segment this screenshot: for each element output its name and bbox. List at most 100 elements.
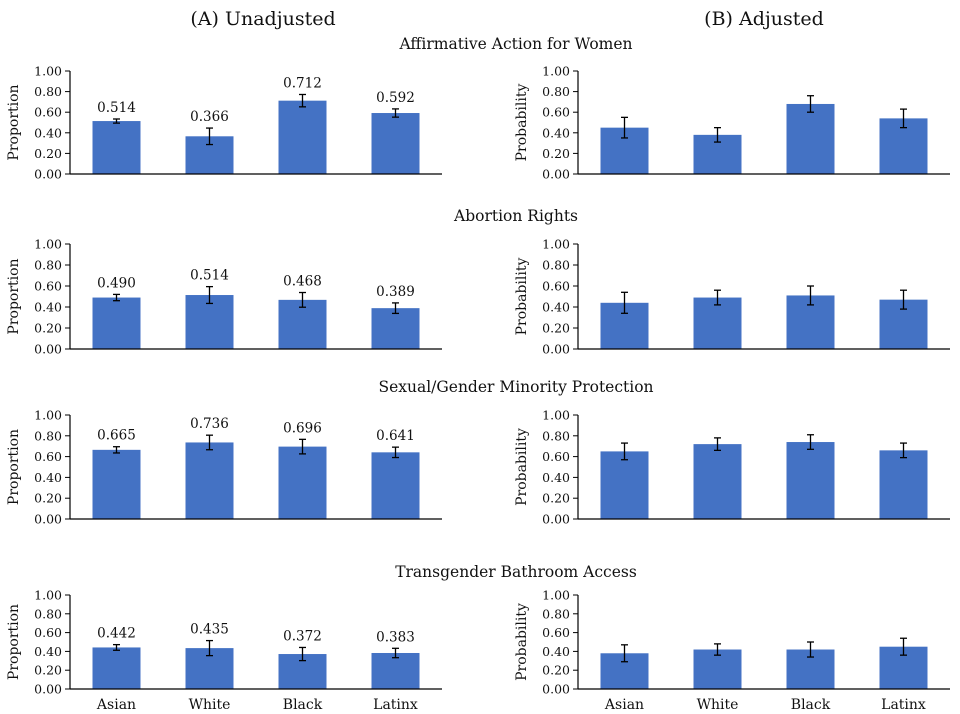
bar-black	[786, 442, 835, 519]
y-tick-label: 0.20	[542, 663, 570, 678]
y-tick-label: 0.60	[34, 449, 62, 464]
data-label: 0.468	[283, 274, 322, 290]
data-label: 0.383	[376, 629, 415, 645]
y-tick-label: 0.80	[542, 84, 570, 99]
bar-latinx	[371, 452, 420, 519]
x-tick-label: White	[189, 697, 231, 713]
chart-unadjusted-3: Proportion 0.00 0.20 0.40 0.60 0.80 1.00 0.665 0…	[6, 408, 442, 527]
bar-latinx	[371, 113, 420, 174]
data-label: 0.665	[97, 428, 136, 444]
y-axis-label: Proportion	[6, 84, 22, 160]
chart-adjusted-1: Probability 0.00 0.20 0.40 0.60 0.80 1.00	[514, 64, 950, 182]
row-title-sgm-protection: Sexual/Gender Minority Protection	[378, 378, 653, 396]
x-tick-label: Asian	[96, 697, 136, 713]
panel-title-adjusted: (B) Adjusted	[704, 8, 824, 30]
x-tick-label: Latinx	[881, 697, 926, 713]
y-axis-label: Probability	[514, 84, 530, 162]
bar-latinx	[371, 652, 420, 689]
y-tick-label: 0.80	[34, 258, 62, 273]
y-tick-label: 0.00	[34, 512, 62, 527]
y-tick-label: 0.80	[542, 258, 570, 273]
y-tick-label: 1.00	[34, 588, 62, 603]
chart-unadjusted-4: Proportion 0.00 0.20 0.40 0.60 0.80 1.00 0.442 A…	[6, 588, 442, 713]
y-tick-label: 0.40	[542, 470, 570, 485]
bar-white	[693, 649, 742, 689]
y-axis-label: Proportion	[6, 604, 22, 680]
y-tick-label: 0.40	[542, 300, 570, 315]
y-tick-label: 1.00	[542, 408, 570, 423]
y-tick-label: 1.00	[34, 64, 62, 79]
chart-adjusted-2: Probability 0.00 0.20 0.40 0.60 0.80 1.00	[514, 237, 950, 357]
bar-latinx	[371, 308, 420, 349]
y-tick-label: 0.00	[34, 682, 62, 697]
data-label: 0.696	[283, 420, 322, 436]
y-tick-label: 0.40	[542, 644, 570, 659]
data-label: 0.712	[283, 75, 322, 91]
y-tick-label: 0.20	[34, 663, 62, 678]
y-tick-label: 0.80	[34, 428, 62, 443]
panel-title-unadjusted: (A) Unadjusted	[190, 8, 335, 30]
y-tick-label: 0.00	[542, 342, 570, 357]
row-title-abortion-rights: Abortion Rights	[453, 207, 578, 225]
bar-white	[693, 444, 742, 519]
y-tick-label: 0.60	[34, 105, 62, 120]
y-tick-label: 0.00	[34, 342, 62, 357]
y-tick-label: 1.00	[34, 408, 62, 423]
y-tick-label: 0.60	[542, 449, 570, 464]
y-tick-label: 0.20	[542, 321, 570, 336]
y-tick-label: 0.60	[34, 279, 62, 294]
y-tick-label: 1.00	[542, 64, 570, 79]
bar-asian	[92, 297, 141, 349]
data-label: 0.592	[376, 90, 415, 106]
row-title-affirmative-action: Affirmative Action for Women	[398, 35, 632, 53]
row-title-bathroom-access: Transgender Bathroom Access	[395, 563, 637, 581]
y-tick-label: 0.80	[542, 606, 570, 621]
charts-layer: Proportion 0.00 0.20 0.40 0.60 0.80 1.00 0.514 0…	[6, 64, 950, 713]
chart-adjusted-4: Probability 0.00 0.20 0.40 0.60 0.80 1.00 Asian…	[514, 588, 950, 713]
y-axis-label: Proportion	[6, 258, 22, 334]
y-tick-label: 0.80	[542, 428, 570, 443]
y-tick-label: 0.20	[542, 491, 570, 506]
x-tick-label: Latinx	[373, 697, 418, 713]
y-tick-label: 0.00	[34, 167, 62, 182]
x-tick-label: White	[697, 697, 739, 713]
data-label: 0.435	[190, 622, 229, 638]
chart-unadjusted-2: Proportion 0.00 0.20 0.40 0.60 0.80 1.00 0.490 0…	[6, 237, 442, 357]
bar-white	[693, 297, 742, 349]
y-tick-label: 0.00	[542, 682, 570, 697]
data-label: 0.372	[283, 628, 322, 644]
y-tick-label: 0.60	[542, 105, 570, 120]
bar-asian	[600, 451, 649, 519]
y-tick-label: 0.20	[542, 146, 570, 161]
y-tick-label: 0.80	[34, 606, 62, 621]
bar-black	[278, 446, 327, 519]
y-tick-label: 0.60	[542, 279, 570, 294]
chart-unadjusted-1: Proportion 0.00 0.20 0.40 0.60 0.80 1.00 0.514 0…	[6, 64, 442, 182]
y-tick-label: 0.80	[34, 84, 62, 99]
data-label: 0.366	[190, 109, 229, 125]
y-tick-label: 0.20	[34, 146, 62, 161]
y-axis-label: Probability	[514, 428, 530, 506]
bar-asian	[92, 121, 141, 174]
data-label: 0.736	[190, 416, 229, 432]
data-label: 0.442	[97, 626, 136, 642]
bar-white	[185, 442, 234, 519]
bar-asian	[92, 449, 141, 519]
y-tick-label: 0.00	[542, 512, 570, 527]
bar-black	[278, 299, 327, 349]
bar-latinx	[879, 450, 928, 519]
y-axis-label: Proportion	[6, 429, 22, 505]
bar-black	[278, 100, 327, 174]
data-label: 0.514	[97, 100, 136, 116]
data-label: 0.389	[376, 284, 415, 300]
y-tick-label: 0.40	[34, 300, 62, 315]
bar-asian	[92, 647, 141, 689]
data-label: 0.641	[376, 428, 415, 444]
x-tick-label: Asian	[604, 697, 644, 713]
bar-black	[786, 103, 835, 174]
y-axis-label: Probability	[514, 603, 530, 681]
y-tick-label: 0.60	[542, 625, 570, 640]
y-tick-label: 0.20	[34, 321, 62, 336]
chart-adjusted-3: Probability 0.00 0.20 0.40 0.60 0.80 1.00	[514, 408, 950, 527]
y-tick-label: 0.40	[34, 644, 62, 659]
